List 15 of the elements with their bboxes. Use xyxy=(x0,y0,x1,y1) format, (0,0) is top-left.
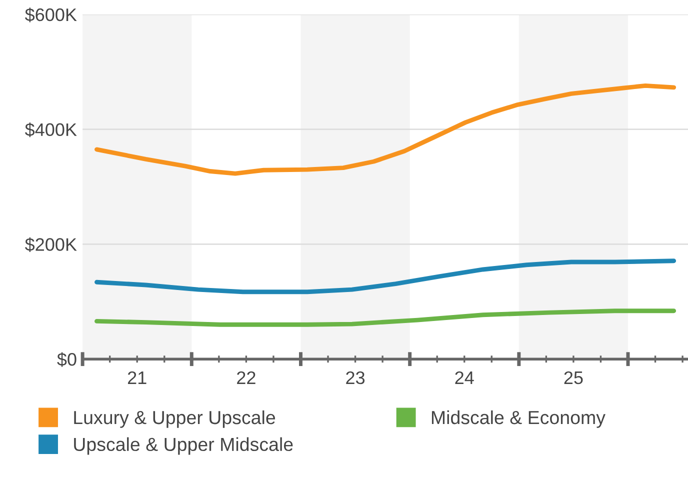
x-tick-label: 25 xyxy=(564,371,583,384)
x-tick-label: 22 xyxy=(237,371,256,384)
y-tick-label: $0 xyxy=(57,352,76,367)
legend-label: Luxury & Upper Upscale xyxy=(74,410,276,428)
line-series xyxy=(94,308,676,327)
y-tick-label: $200K xyxy=(24,237,77,252)
x-tick-label: 24 xyxy=(455,371,474,384)
x-tick-label: 21 xyxy=(128,371,146,384)
legend-label: Upscale & Upper Midscale xyxy=(74,437,293,455)
legend-label: Midscale & Economy xyxy=(432,410,606,428)
y-tick-label: $400K xyxy=(24,122,77,138)
line-series xyxy=(94,258,676,294)
x-tick-label: 23 xyxy=(346,371,365,384)
line-series xyxy=(94,83,676,176)
y-tick-label: $600K xyxy=(24,8,77,22)
